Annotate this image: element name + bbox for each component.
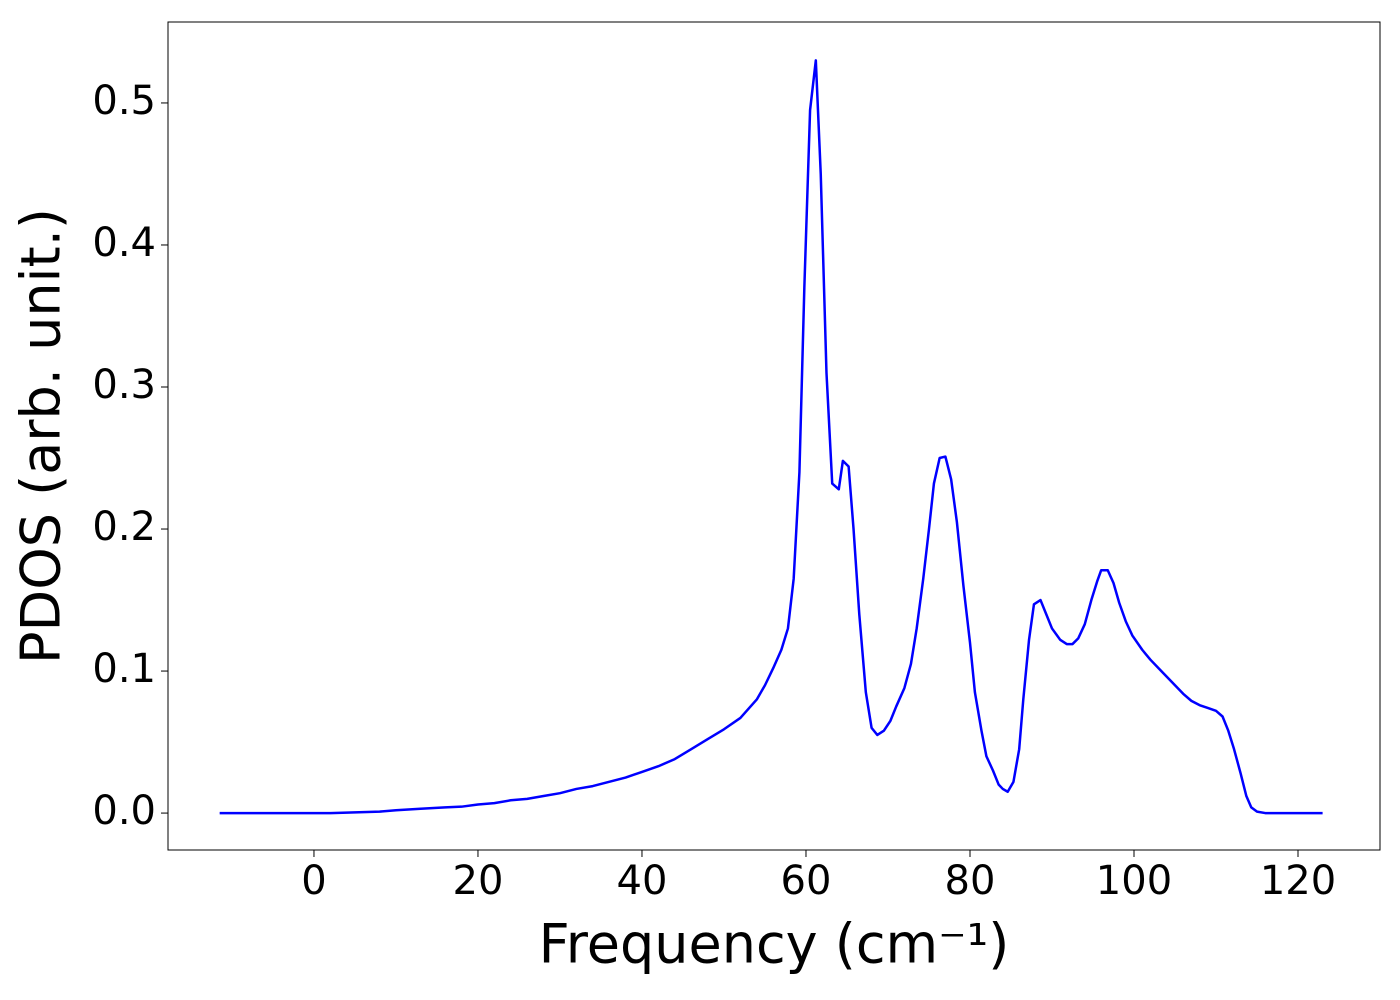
x-tick-label: 20 (453, 858, 504, 904)
x-axis-label: Frequency (cm⁻¹) (539, 913, 1010, 976)
x-tick-label: 100 (1096, 858, 1172, 904)
x-tick-label: 60 (781, 858, 832, 904)
x-tick-label: 120 (1260, 858, 1336, 904)
y-tick-label: 0.2 (92, 504, 156, 550)
y-tick-label: 0.3 (92, 362, 156, 408)
x-tick-label: 40 (617, 858, 668, 904)
plot-frame (167, 21, 1381, 851)
y-tick-label: 0.0 (92, 788, 156, 834)
y-axis-label: PDOS (arb. unit.) (10, 208, 73, 664)
y-tick-label: 0.1 (92, 646, 156, 692)
y-tick-label: 0.4 (92, 220, 156, 266)
x-tick-label: 80 (945, 858, 996, 904)
line-series (219, 59, 1323, 815)
y-tick-label: 0.5 (92, 78, 156, 124)
x-tick-label: 0 (301, 858, 326, 904)
